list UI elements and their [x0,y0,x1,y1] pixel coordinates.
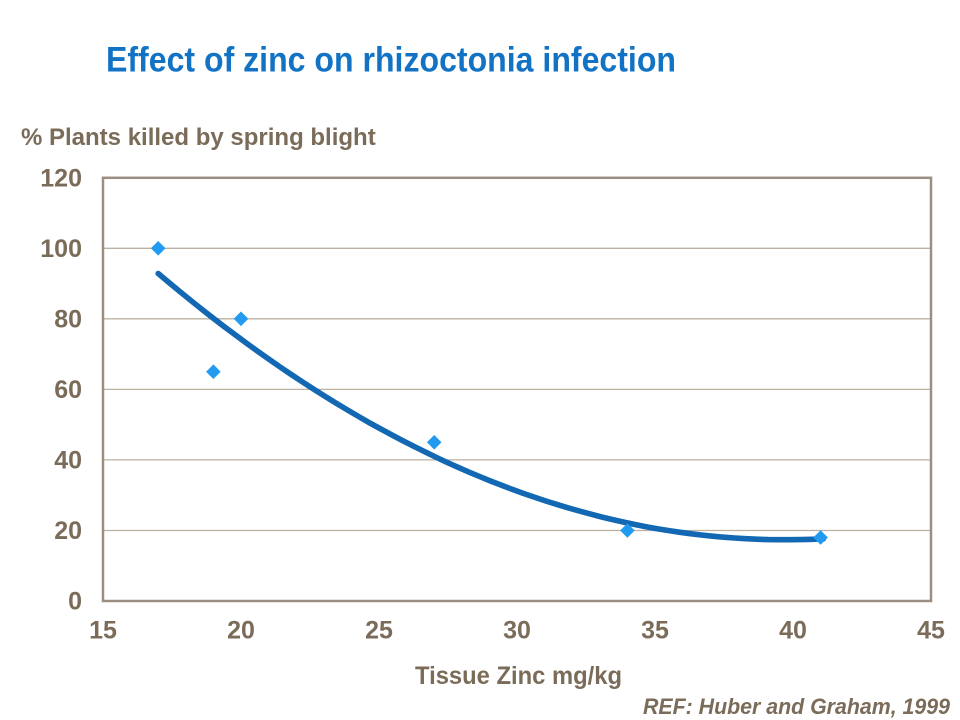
svg-text:45: 45 [917,617,945,645]
svg-text:40: 40 [779,617,807,645]
svg-text:80: 80 [54,306,82,334]
svg-text:Effect of zinc on rhizoctonia: Effect of zinc on rhizoctonia infection [106,41,676,80]
svg-text:REF: Huber and Graham, 1999: REF: Huber and Graham, 1999 [643,694,951,719]
svg-text:20: 20 [54,517,82,545]
svg-text:60: 60 [54,376,82,404]
svg-text:35: 35 [641,617,669,645]
svg-text:%: % [21,124,42,151]
svg-text:Plants killed by spring blight: Plants killed by spring blight [49,124,376,151]
svg-text:120: 120 [40,165,82,193]
svg-text:20: 20 [227,617,255,645]
svg-text:100: 100 [40,235,82,263]
svg-text:0: 0 [68,588,82,616]
svg-text:30: 30 [503,617,531,645]
svg-text:40: 40 [54,447,82,475]
svg-text:25: 25 [365,617,393,645]
svg-text:Tissue Zinc mg/kg: Tissue Zinc mg/kg [415,662,622,690]
svg-text:15: 15 [89,617,117,645]
